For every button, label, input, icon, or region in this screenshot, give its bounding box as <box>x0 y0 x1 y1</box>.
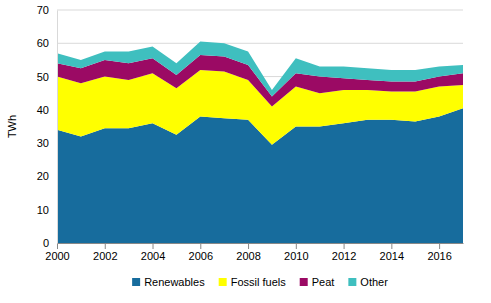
x-tick-mark <box>57 243 58 249</box>
legend-item: Fossil fuels <box>219 276 287 288</box>
legend-swatch <box>348 278 356 286</box>
x-tick-mark <box>200 243 201 249</box>
x-tick-mark <box>248 243 249 249</box>
y-tick: 0 <box>43 237 57 249</box>
legend: Renewables Fossil fuels Peat Other <box>132 276 388 288</box>
x-tick-mark <box>439 243 440 249</box>
x-tick: 2008 <box>236 243 260 262</box>
y-tick-label: 60 <box>37 37 49 49</box>
x-tick-mark <box>344 243 345 249</box>
x-tick-mark <box>105 243 106 249</box>
x-tick-label: 2010 <box>284 250 308 262</box>
x-tick: 2002 <box>93 243 117 262</box>
x-tick: 2012 <box>332 243 356 262</box>
x-tick: 2004 <box>141 243 165 262</box>
legend-label: Other <box>360 276 388 288</box>
grid-line <box>57 10 463 11</box>
x-tick-label: 2016 <box>427 250 451 262</box>
y-tick-label: 20 <box>37 170 49 182</box>
y-tick-label: 10 <box>37 204 49 216</box>
x-tick-label: 2000 <box>45 250 69 262</box>
y-tick-label: 50 <box>37 71 49 83</box>
areas <box>57 42 463 243</box>
x-tick-label: 2012 <box>332 250 356 262</box>
x-tick: 2016 <box>427 243 451 262</box>
area <box>57 42 463 97</box>
x-tick-label: 2006 <box>189 250 213 262</box>
y-tick: 70 <box>37 4 57 16</box>
legend-swatch <box>132 278 140 286</box>
x-axis-line <box>58 243 464 244</box>
x-tick: 2014 <box>380 243 404 262</box>
legend-item: Other <box>348 276 388 288</box>
x-tick: 2010 <box>284 243 308 262</box>
y-tick-label: 70 <box>37 4 49 16</box>
legend-label: Peat <box>312 276 335 288</box>
x-tick-label: 2008 <box>236 250 260 262</box>
y-tick: 20 <box>37 170 57 182</box>
y-tick: 10 <box>37 204 57 216</box>
legend-label: Fossil fuels <box>231 276 287 288</box>
y-tick: 30 <box>37 137 57 149</box>
x-tick-label: 2014 <box>380 250 404 262</box>
y-axis-line <box>57 11 58 244</box>
x-tick-label: 2002 <box>93 250 117 262</box>
plot: 2000 2002 2004 2006 2008 2010 2012 2014 2016 0 10 2… <box>37 4 464 262</box>
y-tick: 50 <box>37 71 57 83</box>
legend-item: Peat <box>300 276 335 288</box>
y-tick: 60 <box>37 37 57 49</box>
y-tick: 40 <box>37 104 57 116</box>
y-tick-label: 0 <box>43 237 49 249</box>
legend-item: Renewables <box>132 276 205 288</box>
y-tick-label: 40 <box>37 104 49 116</box>
chart: 2000 2002 2004 2006 2008 2010 2012 2014 2016 0 10 2… <box>0 0 491 303</box>
legend-label: Renewables <box>144 276 205 288</box>
legend-swatch <box>300 278 308 286</box>
x-tick: 2006 <box>189 243 213 262</box>
grid <box>57 10 463 243</box>
y-axis: 0 10 20 30 40 50 60 70 <box>37 4 58 249</box>
grid-line <box>57 43 463 44</box>
y-axis-title: TWh <box>6 115 18 138</box>
x-tick-label: 2004 <box>141 250 165 262</box>
x-tick-mark <box>153 243 154 249</box>
legend-swatch <box>219 278 227 286</box>
x-axis: 2000 2002 2004 2006 2008 2010 2012 2014 2016 <box>45 243 463 262</box>
y-tick-label: 30 <box>37 137 49 149</box>
x-tick-mark <box>296 243 297 249</box>
x-tick-mark <box>391 243 392 249</box>
